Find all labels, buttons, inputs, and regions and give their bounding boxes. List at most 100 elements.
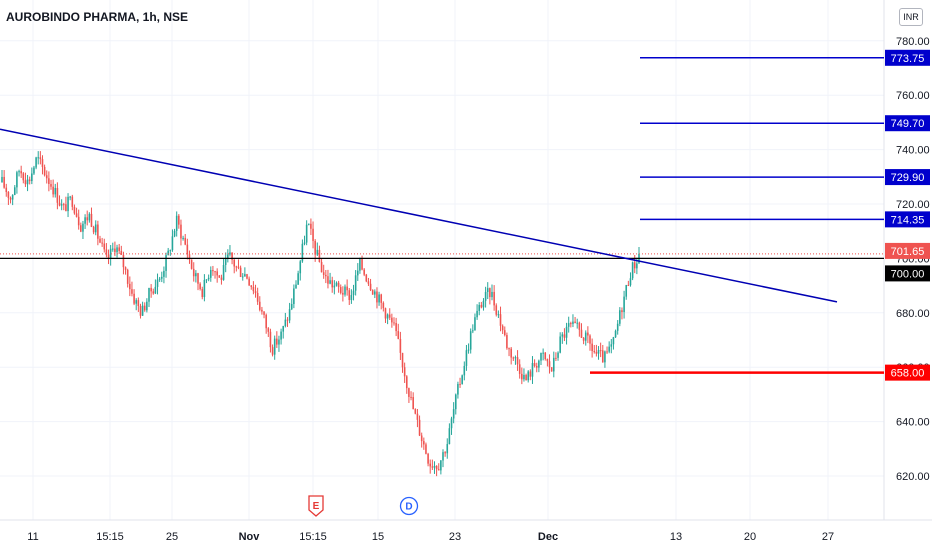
candle-body: [218, 275, 221, 278]
x-tick-label: 11: [27, 531, 38, 543]
candle-body: [535, 365, 538, 368]
candle-body: [538, 360, 540, 368]
candle-body: [508, 348, 510, 350]
candle-body: [175, 215, 178, 231]
x-tick-label: 20: [744, 531, 756, 543]
candle-body: [111, 248, 114, 250]
candle-body: [103, 243, 106, 250]
candle-body: [371, 290, 374, 295]
candle-body: [48, 178, 50, 184]
currency-button[interactable]: INR: [899, 8, 923, 26]
x-tick-label: 25: [166, 531, 178, 543]
candle-body: [52, 186, 54, 195]
candle-body: [391, 317, 393, 323]
candle-body: [395, 323, 397, 332]
candle-body: [248, 278, 250, 286]
x-tick-label: Nov: [239, 531, 261, 543]
candle-body: [273, 338, 276, 355]
candle-body: [192, 268, 195, 277]
candle-body: [18, 171, 20, 173]
candle-body: [188, 254, 191, 260]
candle-body: [250, 285, 253, 287]
candle-body: [386, 314, 389, 319]
x-tick-label: Dec: [538, 531, 558, 543]
candle-body: [631, 262, 634, 279]
candle-body: [619, 310, 621, 324]
candle-body: [124, 267, 127, 270]
candle-body: [604, 351, 606, 363]
candle-body: [335, 282, 338, 286]
candle-body: [139, 306, 142, 316]
candle-body: [388, 314, 391, 318]
candle-body: [60, 204, 63, 206]
candle-body: [312, 228, 314, 241]
candle-body: [233, 259, 236, 267]
candle-body: [369, 283, 372, 291]
y-tick-label: 640.00: [896, 417, 930, 429]
candle-body: [156, 279, 159, 287]
candle-body: [269, 331, 272, 348]
x-tick-label: 23: [449, 531, 461, 543]
candle-body: [584, 332, 587, 341]
candle-body: [5, 187, 8, 192]
candle-body: [65, 204, 67, 212]
candle-body: [616, 323, 619, 331]
candle-body: [73, 206, 76, 214]
candle-body: [41, 159, 44, 167]
candle-body: [359, 258, 361, 271]
candle-body: [491, 291, 493, 298]
candle-body: [141, 305, 144, 316]
candle-body: [86, 217, 89, 221]
candle-body: [244, 274, 246, 277]
candle-body: [501, 325, 504, 331]
candle-body: [601, 350, 604, 363]
candle-body: [290, 304, 293, 310]
candles: [1, 151, 640, 477]
candle-body: [16, 172, 18, 188]
candle-body: [412, 397, 414, 410]
candle-body: [143, 305, 146, 311]
candle-body: [165, 255, 167, 271]
candle-body: [295, 284, 297, 289]
candle-body: [333, 285, 336, 288]
candle-body: [7, 191, 10, 198]
candle-body: [565, 326, 568, 338]
candle-body: [231, 252, 233, 260]
candle-body: [224, 258, 227, 265]
candle-body: [201, 289, 204, 298]
candle-body: [45, 175, 48, 179]
candle-body: [521, 373, 523, 380]
candle-body: [382, 302, 385, 309]
candle-body: [173, 230, 176, 237]
candle-body: [3, 176, 5, 188]
candle-body: [109, 248, 112, 259]
candle-body: [35, 157, 37, 168]
candle-body: [122, 254, 125, 268]
candle-body: [11, 194, 14, 200]
earnings-event-icon[interactable]: [308, 495, 324, 517]
candle-body: [476, 310, 478, 318]
candle-body: [561, 334, 564, 337]
dividend-event-icon[interactable]: [399, 496, 419, 516]
candle-body: [397, 331, 400, 339]
candle-body: [1, 176, 3, 183]
candle-body: [614, 330, 617, 338]
candle-body: [67, 196, 69, 212]
candle-body: [454, 394, 457, 410]
candle-body: [376, 291, 378, 303]
candle-body: [527, 371, 530, 381]
candle-body: [58, 202, 61, 206]
candle-body: [237, 266, 240, 268]
candle-body: [158, 278, 161, 280]
candle-body: [227, 254, 229, 259]
candle-body: [346, 286, 348, 291]
candle-body: [623, 296, 625, 313]
price-level-tag: [885, 115, 930, 132]
candle-body: [99, 238, 101, 243]
candle-body: [163, 270, 165, 277]
candle-body: [9, 197, 12, 200]
candle-body: [420, 435, 423, 442]
candle-body: [299, 261, 302, 274]
candle-body: [567, 323, 570, 327]
